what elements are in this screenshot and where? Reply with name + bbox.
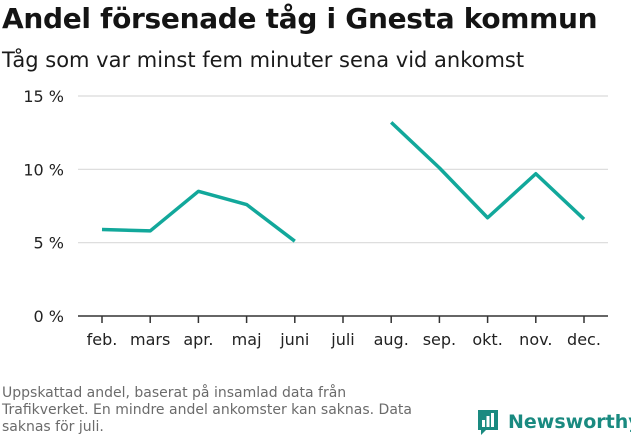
line-chart: 0 % 5 % 10 % 15 % feb. mars apr. maj juni juli au…	[23, 87, 608, 349]
x-tick-label: feb.	[87, 330, 118, 349]
x-tick-label: juni	[279, 330, 309, 349]
series-line-segment	[389, 121, 586, 221]
y-tick-label: 5 %	[34, 234, 64, 253]
y-axis-labels: 0 % 5 % 10 % 15 %	[23, 87, 64, 326]
series-line-segment	[101, 189, 296, 243]
x-axis: feb. mars apr. maj juni juli aug. sep. okt. nov. d…	[78, 315, 608, 349]
x-tick-label: aug.	[374, 330, 409, 349]
gridlines	[78, 95, 608, 244]
newsworthy-bar-chart-icon	[478, 410, 498, 435]
newsworthy-logo[interactable]: Newsworthy	[476, 408, 631, 436]
x-tick-label: dec.	[567, 330, 601, 349]
x-tick-label: sep.	[423, 330, 456, 349]
x-tick-label: maj	[232, 330, 262, 349]
chart-title: Andel försenade tåg i Gnesta kommun	[2, 2, 598, 35]
y-tick-label: 10 %	[23, 160, 64, 179]
y-tick-label: 15 %	[23, 87, 64, 106]
series-lines	[101, 121, 586, 243]
x-tick-label: apr.	[183, 330, 213, 349]
x-tick-label: okt.	[472, 330, 502, 349]
brand-name: Newsworthy	[508, 411, 631, 433]
footnote: Uppskattad andel, baserat på insamlad da…	[2, 385, 412, 435]
chart-subtitle: Tåg som var minst fem minuter sena vid a…	[2, 48, 525, 72]
x-tick-label: mars	[130, 330, 170, 349]
x-tick-label: nov.	[519, 330, 552, 349]
y-tick-label: 0 %	[34, 307, 64, 326]
x-tick-label: juli	[330, 330, 354, 349]
